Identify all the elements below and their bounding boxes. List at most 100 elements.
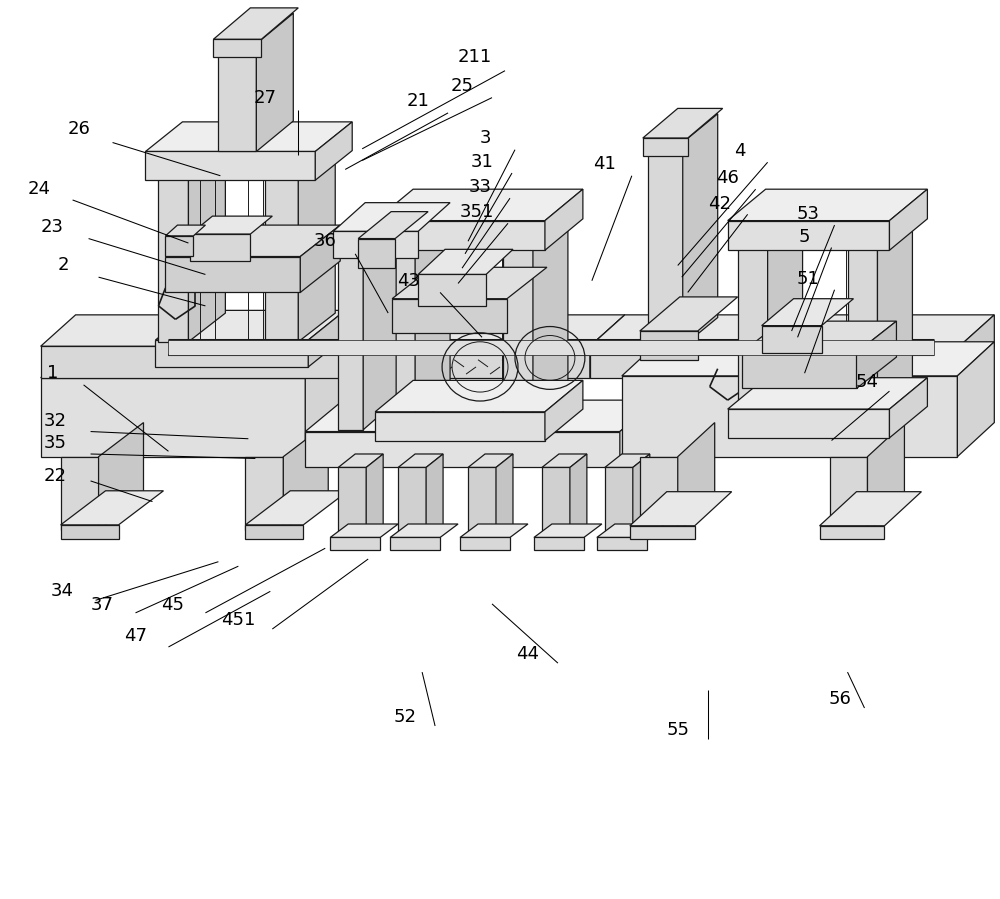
Polygon shape xyxy=(158,145,225,173)
Polygon shape xyxy=(265,145,335,173)
Polygon shape xyxy=(728,189,927,220)
Polygon shape xyxy=(597,538,647,550)
Polygon shape xyxy=(605,467,633,539)
Polygon shape xyxy=(534,524,602,538)
Polygon shape xyxy=(333,202,450,231)
Polygon shape xyxy=(41,346,590,378)
Text: 33: 33 xyxy=(469,178,492,196)
Polygon shape xyxy=(857,321,896,388)
Text: 42: 42 xyxy=(708,194,731,212)
Polygon shape xyxy=(385,211,450,241)
Polygon shape xyxy=(820,492,921,526)
Polygon shape xyxy=(957,342,994,457)
Polygon shape xyxy=(390,524,458,538)
Polygon shape xyxy=(398,467,426,539)
Polygon shape xyxy=(308,310,345,367)
Polygon shape xyxy=(738,241,768,424)
Text: 55: 55 xyxy=(666,721,689,739)
Polygon shape xyxy=(590,315,625,378)
Polygon shape xyxy=(338,454,383,467)
Polygon shape xyxy=(155,310,345,340)
Polygon shape xyxy=(640,331,698,360)
Polygon shape xyxy=(338,209,396,238)
Polygon shape xyxy=(385,241,415,427)
Polygon shape xyxy=(768,211,803,424)
Polygon shape xyxy=(728,409,889,438)
Polygon shape xyxy=(305,432,620,467)
Polygon shape xyxy=(545,189,583,250)
Polygon shape xyxy=(468,454,513,467)
Polygon shape xyxy=(190,234,250,261)
Text: 34: 34 xyxy=(51,583,74,601)
Polygon shape xyxy=(959,315,994,378)
Polygon shape xyxy=(590,315,994,346)
Text: 47: 47 xyxy=(124,628,147,645)
Polygon shape xyxy=(848,211,912,241)
Polygon shape xyxy=(762,298,854,325)
Polygon shape xyxy=(762,325,822,352)
Text: 24: 24 xyxy=(27,180,50,198)
Text: 26: 26 xyxy=(67,120,90,138)
Polygon shape xyxy=(640,457,678,532)
Polygon shape xyxy=(165,225,340,256)
Polygon shape xyxy=(165,236,193,255)
Polygon shape xyxy=(218,44,256,152)
Polygon shape xyxy=(889,378,927,438)
Text: 37: 37 xyxy=(91,596,114,614)
Text: 35: 35 xyxy=(44,434,67,452)
Polygon shape xyxy=(213,40,261,58)
Polygon shape xyxy=(622,376,957,457)
Text: 53: 53 xyxy=(796,205,819,223)
Polygon shape xyxy=(41,378,305,457)
Polygon shape xyxy=(256,13,293,152)
Polygon shape xyxy=(338,238,363,430)
Polygon shape xyxy=(570,454,587,539)
Polygon shape xyxy=(542,454,587,467)
Polygon shape xyxy=(877,211,912,424)
Polygon shape xyxy=(643,138,688,156)
Text: 54: 54 xyxy=(856,373,879,391)
Polygon shape xyxy=(503,241,533,427)
Text: 351: 351 xyxy=(460,202,494,220)
Polygon shape xyxy=(245,457,283,530)
Polygon shape xyxy=(398,454,443,467)
Polygon shape xyxy=(830,457,867,532)
Text: 43: 43 xyxy=(397,271,420,289)
Polygon shape xyxy=(742,321,896,352)
Text: 36: 36 xyxy=(314,232,337,250)
Text: 44: 44 xyxy=(516,645,539,663)
Polygon shape xyxy=(190,216,272,234)
Text: 5: 5 xyxy=(799,227,810,245)
Polygon shape xyxy=(41,315,625,346)
Polygon shape xyxy=(605,454,650,467)
Polygon shape xyxy=(728,220,889,250)
Polygon shape xyxy=(415,211,450,427)
Polygon shape xyxy=(363,209,396,430)
Text: 23: 23 xyxy=(41,218,64,236)
Polygon shape xyxy=(168,340,934,355)
Polygon shape xyxy=(867,423,904,532)
Text: 46: 46 xyxy=(716,169,739,187)
Polygon shape xyxy=(392,267,547,298)
Polygon shape xyxy=(640,297,738,331)
Polygon shape xyxy=(533,211,568,427)
Polygon shape xyxy=(305,343,350,457)
Polygon shape xyxy=(41,343,350,378)
Polygon shape xyxy=(848,241,877,424)
Polygon shape xyxy=(158,173,188,342)
Text: 22: 22 xyxy=(44,467,67,485)
Polygon shape xyxy=(418,274,486,306)
Polygon shape xyxy=(265,173,298,342)
Text: 3: 3 xyxy=(479,129,491,147)
Polygon shape xyxy=(622,342,994,376)
Text: 25: 25 xyxy=(451,77,474,95)
Polygon shape xyxy=(366,454,383,539)
Text: 21: 21 xyxy=(407,93,430,111)
Text: 4: 4 xyxy=(734,143,745,161)
Polygon shape xyxy=(338,467,366,539)
Polygon shape xyxy=(375,220,545,250)
Text: 211: 211 xyxy=(458,49,492,67)
Polygon shape xyxy=(61,525,119,539)
Text: 2: 2 xyxy=(58,256,69,274)
Polygon shape xyxy=(496,454,513,539)
